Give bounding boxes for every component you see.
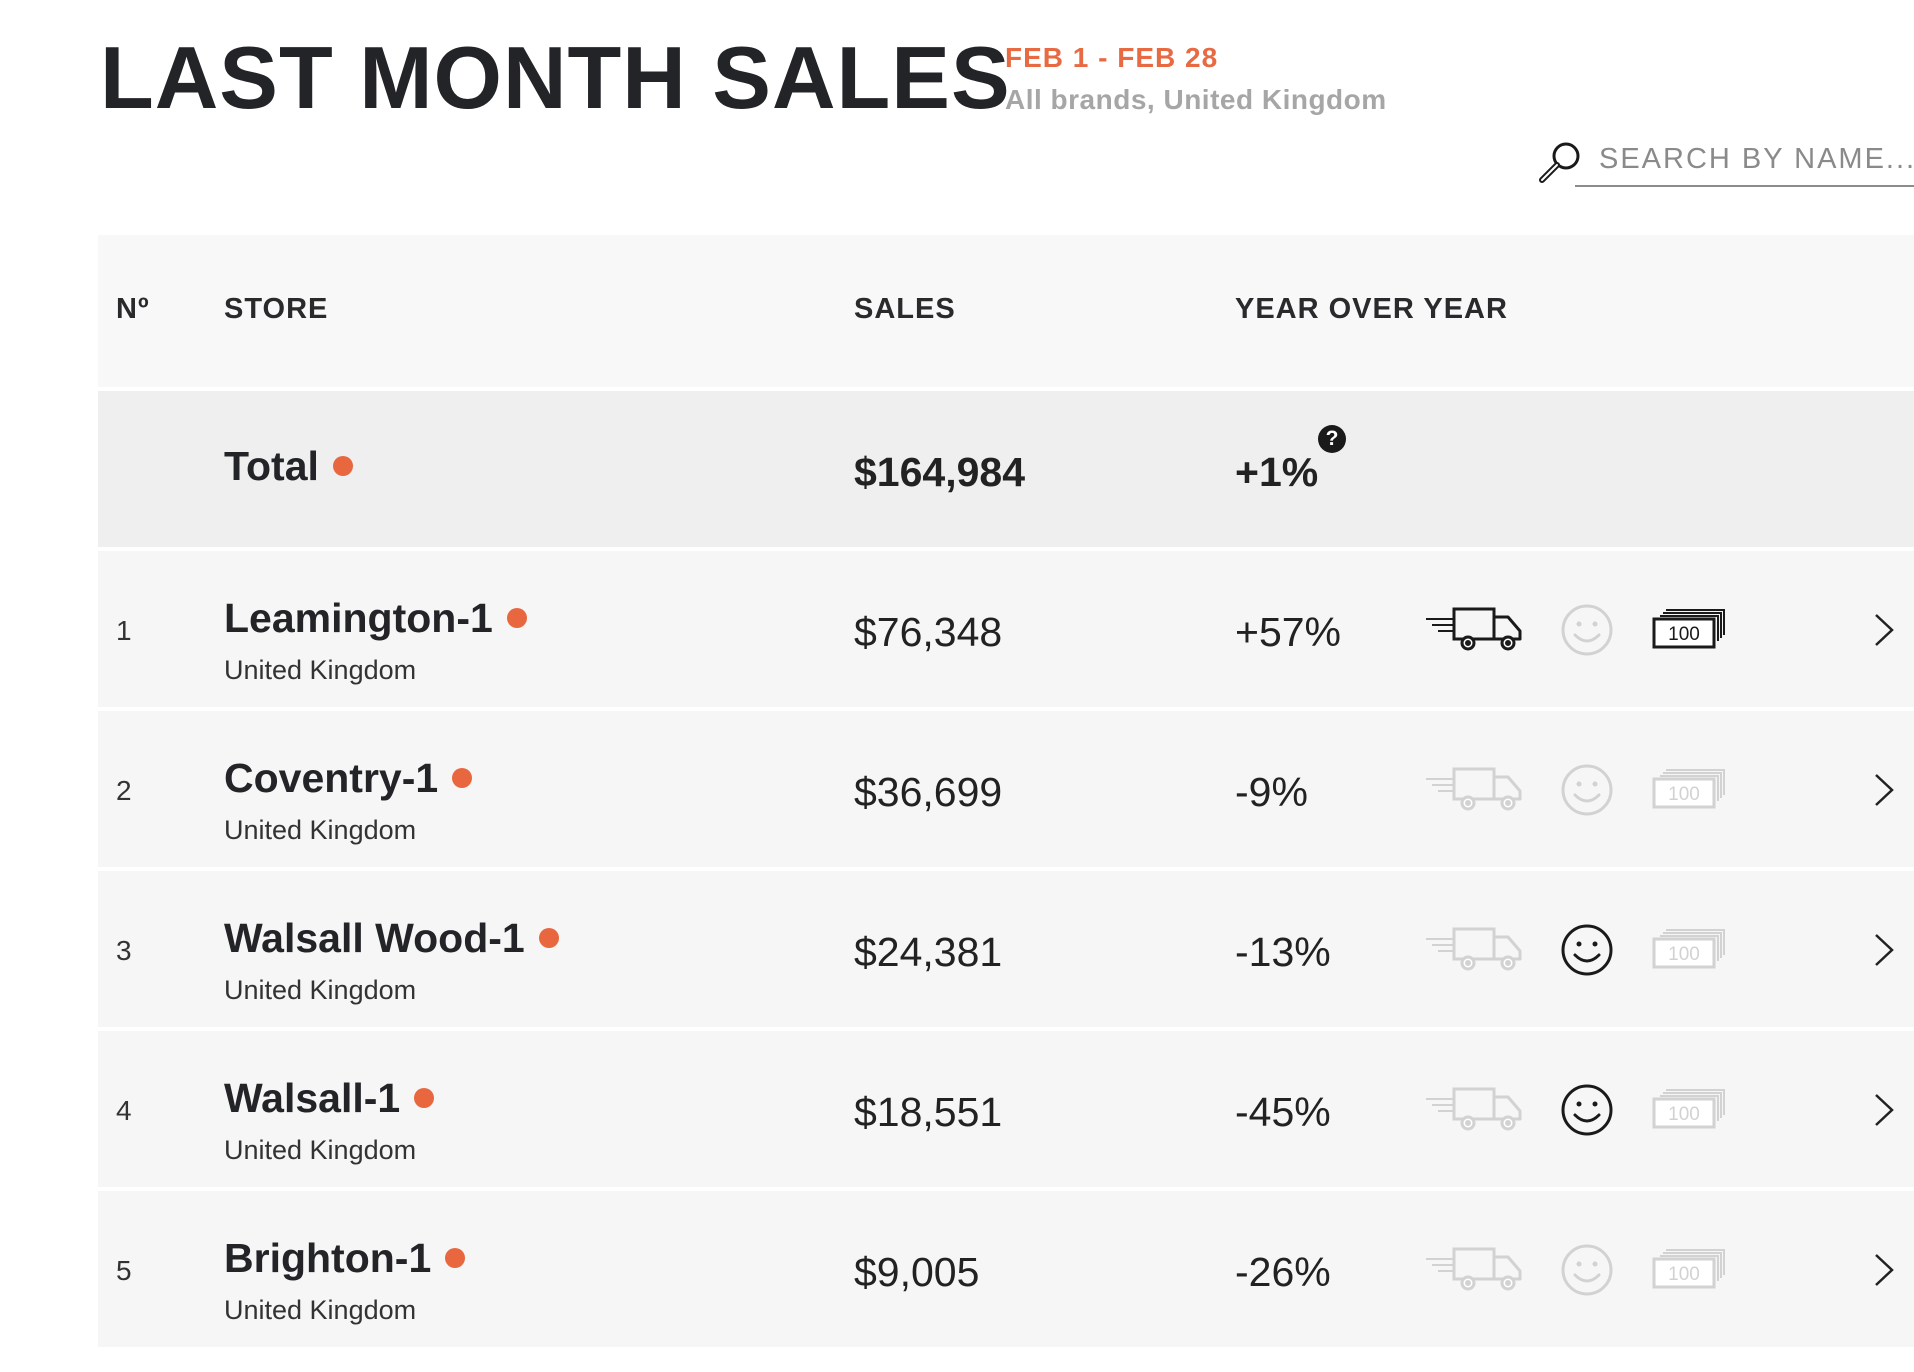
store-year-over-year: -9%	[1235, 769, 1308, 815]
smile-icon	[1561, 1244, 1613, 1296]
store-year-over-year: -45%	[1235, 1089, 1331, 1135]
help-icon[interactable]: ?	[1318, 425, 1346, 453]
store-indicators: 100	[1424, 1243, 1725, 1299]
svg-text:100: 100	[1668, 1264, 1700, 1285]
store-name: Coventry-1	[224, 755, 473, 802]
store-sales: $18,551	[854, 1089, 1003, 1135]
store-indicators: 100	[1424, 763, 1725, 819]
store-country: United Kingdom	[224, 1135, 417, 1165]
status-dot	[538, 928, 559, 949]
svg-text:100: 100	[1668, 624, 1700, 645]
status-dot	[506, 608, 527, 629]
search-box	[1530, 133, 1914, 189]
status-dot	[452, 768, 473, 789]
store-indicators: 100	[1424, 1083, 1725, 1139]
cash-icon: 100	[1652, 769, 1725, 809]
total-label: Total	[224, 443, 353, 490]
store-country: United Kingdom	[224, 815, 417, 845]
cash-icon: 100	[1652, 929, 1725, 969]
store-indicators: 100	[1424, 923, 1725, 979]
store-year-over-year: -13%	[1235, 929, 1331, 975]
store-country: United Kingdom	[224, 1295, 417, 1325]
smile-icon	[1561, 604, 1613, 656]
row-number: 1	[116, 615, 132, 646]
chevron-right-icon[interactable]	[1871, 611, 1897, 649]
sales-table: Nº STORE SALES YEAR OVER YEAR Total $164…	[98, 235, 1914, 1351]
table-header: Nº STORE SALES YEAR OVER YEAR	[98, 235, 1914, 391]
delivery-truck-icon	[1426, 1247, 1522, 1291]
store-name: Walsall-1	[224, 1075, 435, 1122]
store-sales: $36,699	[854, 769, 1003, 815]
chevron-right-icon[interactable]	[1871, 931, 1897, 969]
status-dot	[332, 456, 353, 477]
column-header-store[interactable]: STORE	[224, 293, 329, 325]
row-number: 3	[116, 935, 132, 966]
svg-text:100: 100	[1668, 1104, 1700, 1125]
store-country: United Kingdom	[224, 975, 417, 1005]
search-input[interactable]	[1575, 133, 1914, 187]
row-number: 4	[116, 1095, 132, 1126]
store-name: Brighton-1	[224, 1235, 466, 1282]
store-year-over-year: +57%	[1235, 609, 1342, 655]
delivery-truck-icon	[1426, 927, 1522, 971]
report-scope: All brands, United Kingdom	[1005, 84, 1387, 115]
store-name: Leamington-1	[224, 595, 527, 642]
smile-icon	[1561, 1084, 1613, 1136]
total-row: Total $164,984 +1% ?	[98, 391, 1914, 551]
date-range: FEB 1 - FEB 28	[1005, 42, 1219, 73]
total-year-over-year: +1%	[1235, 449, 1319, 495]
table-row[interactable]: 3 Walsall Wood-1 United Kingdom $24,381 …	[98, 871, 1914, 1031]
delivery-truck-icon	[1426, 767, 1522, 811]
column-header-sales[interactable]: SALES	[854, 293, 956, 325]
column-header-number: Nº	[116, 293, 150, 325]
total-sales: $164,984	[854, 449, 1026, 495]
svg-text:100: 100	[1668, 944, 1700, 965]
store-country: United Kingdom	[224, 655, 417, 685]
table-row[interactable]: 2 Coventry-1 United Kingdom $36,699 -9%	[98, 711, 1914, 871]
table-row[interactable]: 4 Walsall-1 United Kingdom $18,551 -45%	[98, 1031, 1914, 1191]
store-sales: $9,005	[854, 1249, 980, 1295]
store-name: Walsall Wood-1	[224, 915, 559, 962]
status-dot	[445, 1248, 466, 1269]
row-number: 5	[116, 1255, 132, 1286]
row-number: 2	[116, 775, 132, 806]
delivery-truck-icon	[1426, 607, 1522, 651]
table-row[interactable]: 1 Leamington-1 United Kingdom $76,348 +5…	[98, 551, 1914, 711]
delivery-truck-icon	[1426, 1087, 1522, 1131]
cash-icon: 100	[1652, 1249, 1725, 1289]
chevron-right-icon[interactable]	[1871, 1251, 1897, 1289]
table-row[interactable]: 5 Brighton-1 United Kingdom $9,005 -26%	[98, 1191, 1914, 1351]
page-title: LAST MONTH SALES	[100, 28, 1011, 127]
column-header-year-over-year[interactable]: YEAR OVER YEAR	[1235, 293, 1508, 325]
store-sales: $24,381	[854, 929, 1003, 975]
report-subtitle: FEB 1 - FEB 28 All brands, United Kingdo…	[1005, 42, 1387, 116]
store-indicators: 100	[1424, 603, 1725, 659]
store-year-over-year: -26%	[1235, 1249, 1331, 1295]
status-dot	[414, 1088, 435, 1109]
chevron-right-icon[interactable]	[1871, 1091, 1897, 1129]
svg-text:100: 100	[1668, 784, 1700, 805]
smile-icon	[1561, 764, 1613, 816]
cash-icon: 100	[1652, 609, 1725, 649]
cash-icon: 100	[1652, 1089, 1725, 1129]
smile-icon	[1561, 924, 1613, 976]
store-sales: $76,348	[854, 609, 1003, 655]
chevron-right-icon[interactable]	[1871, 771, 1897, 809]
